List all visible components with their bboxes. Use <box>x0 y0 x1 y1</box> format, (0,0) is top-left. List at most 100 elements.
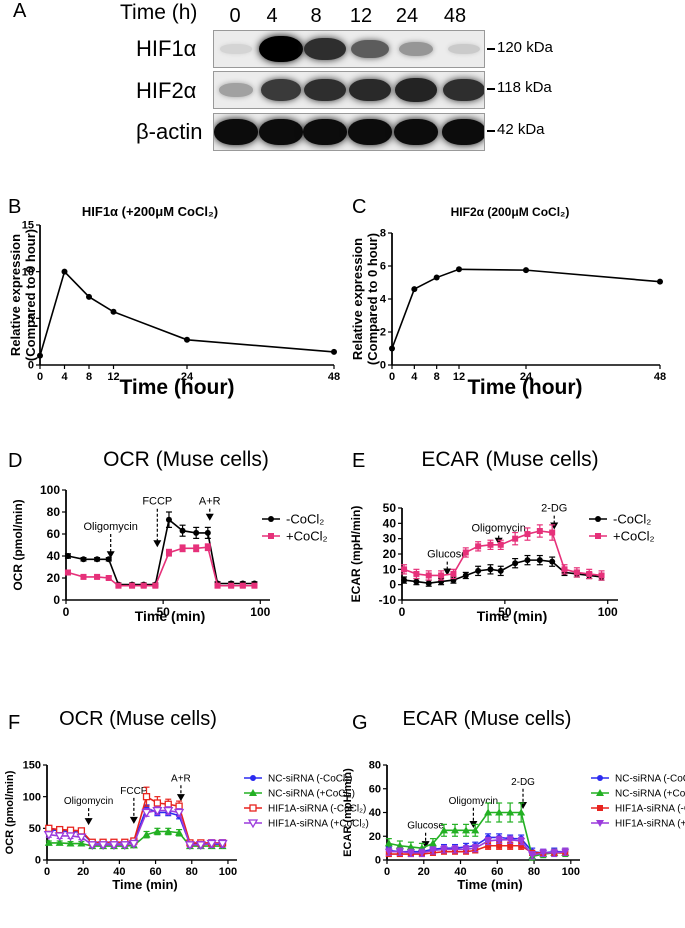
data-point <box>140 582 147 589</box>
data-point <box>517 808 526 816</box>
legend-label: NC-siRNA (+CoCl₂) <box>615 788 685 799</box>
data-point <box>512 560 519 567</box>
data-point <box>451 846 460 854</box>
data-point <box>462 572 469 579</box>
series-line <box>48 809 223 846</box>
wb-row-label-hif2a: HIF2α <box>136 78 197 103</box>
data-point <box>506 808 515 816</box>
data-point <box>411 286 418 293</box>
data-point <box>406 849 415 857</box>
data-point <box>561 848 570 856</box>
y-tick-label: 40 <box>47 549 61 563</box>
data-point <box>250 775 256 781</box>
x-tick-label: 100 <box>598 605 618 619</box>
data-point <box>64 569 71 576</box>
x-tick-label: 0 <box>389 371 395 383</box>
wb-band <box>443 78 484 102</box>
y-tick-label: -10 <box>379 593 397 607</box>
data-point <box>331 348 337 355</box>
x-tick-label: 12 <box>107 371 119 383</box>
kda-label-hif1a: 120 kDa <box>487 39 553 56</box>
legend-label: NC-siRNA (-CoCl₂) <box>268 773 352 784</box>
data-point <box>518 842 525 849</box>
wb-band <box>304 37 346 61</box>
x-tick-label: 40 <box>454 866 466 878</box>
data-point <box>249 804 257 812</box>
annotation-label: A+R <box>199 496 221 508</box>
data-point <box>108 841 120 851</box>
data-point <box>142 830 151 838</box>
data-point <box>512 535 519 542</box>
y-tick-label: 80 <box>47 505 61 519</box>
chart-g: ECAR (Muse cells) 0 20 40 60 80 100 0 20 40 60 80 Ti… <box>342 708 685 892</box>
data-point <box>65 832 76 842</box>
wb-band <box>260 79 302 101</box>
x-tick-label: 8 <box>86 371 92 383</box>
legend-label: HIF1A-siRNA (+CoCl₂) <box>615 818 685 829</box>
y-axis-label: OCR (pmol/min) <box>4 770 16 854</box>
data-point <box>462 549 469 556</box>
time-h-label: Time (h) <box>120 1 198 24</box>
wb-band <box>218 83 254 97</box>
data-point <box>37 352 43 359</box>
series-line <box>67 518 255 586</box>
data-point <box>193 545 200 552</box>
data-point <box>439 826 448 834</box>
data-point <box>184 841 196 851</box>
data-point <box>536 528 543 534</box>
y-tick-label: 0 <box>375 855 381 867</box>
wb-band <box>398 41 434 57</box>
data-point <box>428 847 437 855</box>
data-point <box>596 789 604 796</box>
x-tick-label: 80 <box>186 866 198 878</box>
y-axis-label: Relative expression <box>350 238 365 360</box>
annotation-arrowhead <box>106 551 115 559</box>
data-point <box>497 541 504 548</box>
data-point <box>54 832 65 842</box>
data-point <box>484 808 493 816</box>
legend-label: +CoCl₂ <box>613 528 655 543</box>
data-point <box>586 570 593 577</box>
y-axis-label: OCR (pmol/min) <box>11 499 25 590</box>
data-point <box>487 541 494 548</box>
data-point <box>596 820 604 827</box>
wb-strip-hif1a <box>213 30 485 68</box>
data-point <box>496 842 503 849</box>
x-tick-label: 0 <box>44 866 50 878</box>
kda-label-beta-actin: 42 kDa <box>487 121 545 138</box>
wb-band <box>259 36 303 62</box>
data-point <box>597 805 603 811</box>
data-point <box>86 293 92 300</box>
y-tick-label: 10 <box>22 266 34 278</box>
data-point <box>549 529 556 536</box>
data-point <box>497 567 504 574</box>
data-point <box>87 841 98 851</box>
data-point <box>119 841 130 851</box>
wb-time-8: 8 <box>310 5 322 27</box>
data-point <box>462 846 471 854</box>
panel-label-a: A <box>13 0 27 22</box>
wb-band <box>220 44 252 54</box>
data-point <box>165 549 172 556</box>
data-point <box>175 828 184 836</box>
data-point <box>105 575 112 581</box>
data-point <box>417 849 426 857</box>
data-point <box>142 793 151 801</box>
data-point <box>173 808 185 818</box>
x-axis-label: Time (min) <box>135 608 206 624</box>
data-point <box>550 849 559 857</box>
x-tick-label: 100 <box>562 866 580 878</box>
y-tick-label: 8 <box>380 228 386 240</box>
data-point <box>268 516 274 522</box>
x-tick-label: 48 <box>328 371 340 383</box>
x-tick-label: 0 <box>63 605 70 619</box>
chart-e: ECAR (Muse cells)0 50 100-1001020304050Tim… <box>349 448 655 624</box>
data-point <box>598 572 605 579</box>
data-point <box>595 516 601 522</box>
x-tick-label: 50 <box>498 605 512 619</box>
series-line <box>391 268 661 349</box>
data-point <box>80 573 87 580</box>
series-line <box>39 270 335 356</box>
x-tick-label: 100 <box>219 866 237 878</box>
chart-title: HIF1α (+200μM CoCl₂) <box>82 204 218 219</box>
